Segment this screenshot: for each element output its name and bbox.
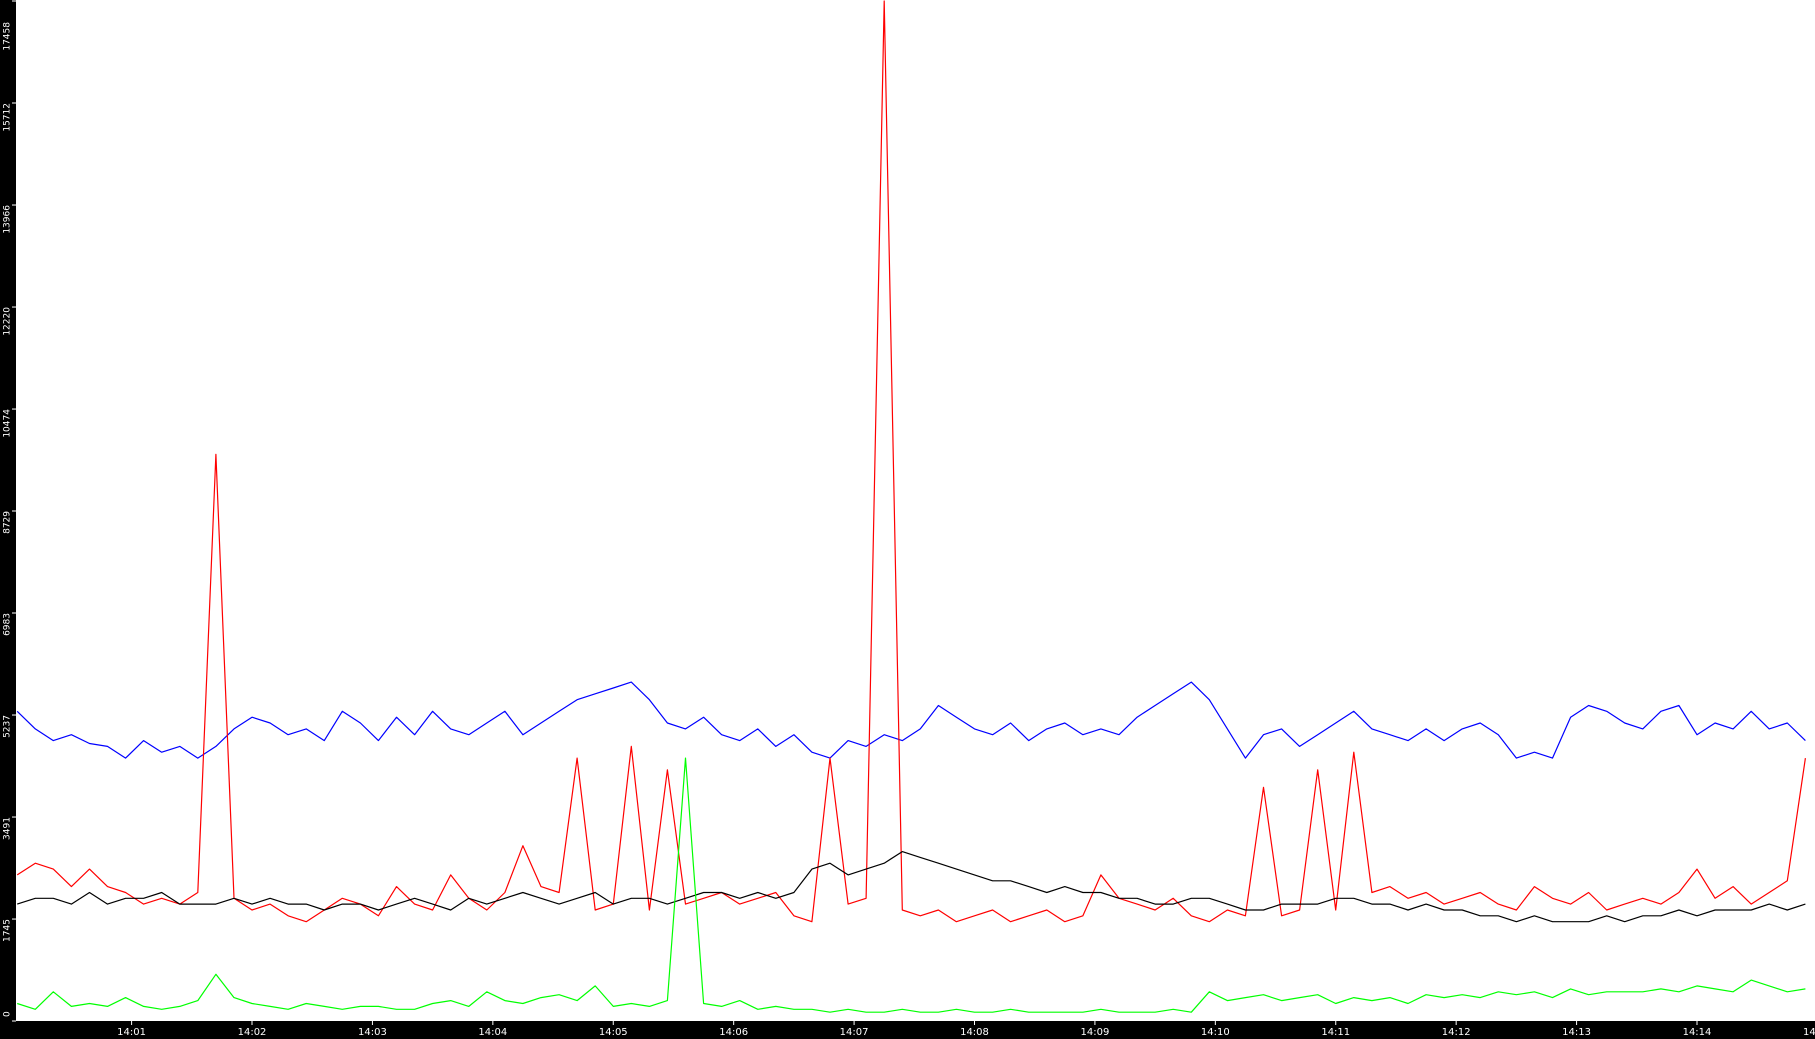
y-tick-label: 1745 — [3, 919, 13, 942]
x-tick-label: 14:11 — [1321, 1027, 1350, 1038]
x-tick-label: 14:15 — [1803, 1027, 1815, 1038]
x-tick-label: 14:01 — [117, 1027, 146, 1038]
y-axis-bar — [0, 0, 16, 1039]
data-line — [17, 851, 1806, 923]
x-tick-label: 14:03 — [358, 1027, 387, 1038]
x-tick-label: 14:09 — [1081, 1027, 1110, 1038]
x-tick-label: 14:02 — [238, 1027, 267, 1038]
y-tick-label: 13966 — [3, 205, 13, 234]
x-tick-label: 14:07 — [840, 1027, 869, 1038]
y-tick-label: 0 — [3, 1011, 13, 1017]
y-tick-label: 5237 — [3, 715, 13, 738]
x-tick-label: 14:04 — [478, 1027, 507, 1038]
y-tick-label: 8729 — [3, 511, 13, 534]
x-axis-bar — [0, 1021, 1815, 1039]
x-tick-label: 14:13 — [1562, 1027, 1591, 1038]
y-tick-label: 6983 — [3, 613, 13, 636]
x-tick-label: 14:10 — [1201, 1027, 1230, 1038]
y-tick-label: 3491 — [3, 817, 13, 840]
y-tick-label: 12220 — [3, 307, 13, 336]
x-tick-label: 14:05 — [599, 1027, 628, 1038]
x-tick-label: 14:08 — [960, 1027, 989, 1038]
y-tick-label: 10474 — [3, 409, 13, 438]
data-line — [17, 757, 1806, 1013]
data-line — [16, 0, 1806, 923]
y-tick-label: 17458 — [3, 22, 13, 51]
x-tick-label: 14:06 — [719, 1027, 748, 1038]
x-tick-label: 14:14 — [1683, 1027, 1712, 1038]
y-tick-label: 15712 — [3, 103, 13, 132]
data-line — [16, 681, 1806, 759]
x-tick-label: 14:12 — [1442, 1027, 1471, 1038]
